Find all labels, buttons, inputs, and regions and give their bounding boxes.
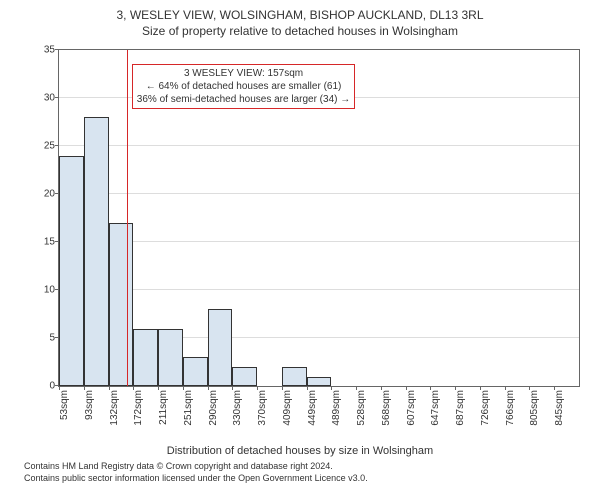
histogram-bar [183, 357, 208, 386]
x-tick-label: 132sqm [109, 390, 120, 426]
x-tick-label: 211sqm [158, 390, 169, 425]
plot-area: 0510152025303553sqm93sqm132sqm172sqm211s… [58, 49, 580, 387]
chart-wrap: Number of detached properties 0510152025… [14, 43, 586, 443]
x-tick-label: 805sqm [529, 390, 540, 426]
histogram-bar [59, 156, 84, 386]
figure-container: 3, WESLEY VIEW, WOLSINGHAM, BISHOP AUCKL… [0, 0, 600, 500]
x-tick-label: 528sqm [356, 390, 367, 426]
annotation-box: 3 WESLEY VIEW: 157sqm ← 64% of detached … [132, 64, 355, 109]
histogram-bar [109, 223, 134, 386]
gridline [59, 145, 579, 146]
histogram-bar [307, 377, 332, 387]
y-tick-label: 20 [44, 189, 55, 200]
y-tick-label: 35 [44, 45, 55, 56]
footer: Contains HM Land Registry data © Crown c… [14, 461, 586, 484]
x-axis-label: Distribution of detached houses by size … [14, 445, 586, 457]
histogram-bar [133, 329, 158, 387]
x-tick-label: 449sqm [307, 390, 318, 426]
x-tick-label: 489sqm [331, 390, 342, 426]
y-tick-label: 30 [44, 93, 55, 104]
y-tick-mark [55, 97, 59, 98]
x-tick-label: 726sqm [480, 390, 491, 426]
gridline [59, 289, 579, 290]
y-tick-label: 0 [49, 381, 55, 392]
x-tick-label: 766sqm [505, 390, 516, 426]
footer-line-2: Contains public sector information licen… [24, 473, 586, 485]
x-tick-label: 53sqm [59, 390, 70, 420]
annotation-line-2: ← 64% of detached houses are smaller (61… [137, 80, 350, 93]
histogram-bar [208, 309, 233, 386]
histogram-bar [158, 329, 183, 387]
title-line-1: 3, WESLEY VIEW, WOLSINGHAM, BISHOP AUCKL… [14, 8, 586, 24]
gridline [59, 241, 579, 242]
x-tick-label: 251sqm [183, 390, 194, 426]
gridline [59, 193, 579, 194]
x-tick-label: 647sqm [430, 390, 441, 426]
x-tick-label: 172sqm [133, 390, 144, 426]
x-tick-label: 93sqm [84, 390, 95, 420]
y-tick-label: 5 [49, 333, 55, 344]
title-line-2: Size of property relative to detached ho… [14, 24, 586, 40]
footer-line-1: Contains HM Land Registry data © Crown c… [24, 461, 586, 473]
x-tick-label: 607sqm [406, 390, 417, 426]
histogram-bar [84, 117, 109, 386]
y-tick-mark [55, 145, 59, 146]
annotation-line-3: 36% of semi-detached houses are larger (… [137, 93, 350, 106]
x-tick-label: 290sqm [208, 390, 219, 426]
histogram-bar [282, 367, 307, 386]
y-tick-label: 10 [44, 285, 55, 296]
x-tick-label: 687sqm [455, 390, 466, 426]
y-tick-mark [55, 49, 59, 50]
x-tick-label: 409sqm [282, 390, 293, 426]
x-tick-label: 370sqm [257, 390, 268, 426]
marker-line [127, 50, 128, 386]
y-tick-label: 25 [44, 141, 55, 152]
histogram-bar [232, 367, 257, 386]
x-tick-label: 568sqm [381, 390, 392, 426]
y-tick-label: 15 [44, 237, 55, 248]
x-tick-label: 330sqm [232, 390, 243, 426]
annotation-line-1: 3 WESLEY VIEW: 157sqm [137, 67, 350, 80]
x-tick-label: 845sqm [554, 390, 565, 426]
